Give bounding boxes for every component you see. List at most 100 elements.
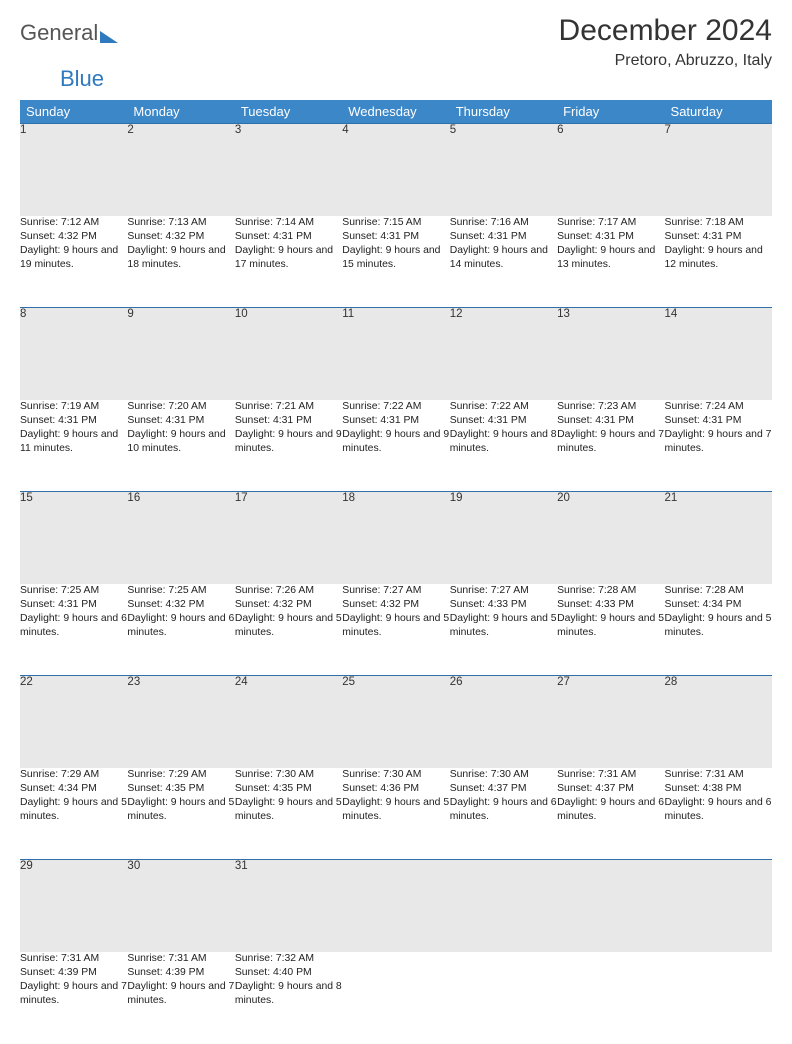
sunset-line: Sunset: 4:31 PM <box>450 414 557 428</box>
day-number-cell <box>557 860 664 952</box>
day-number-cell: 22 <box>20 676 127 768</box>
day-content-cell: Sunrise: 7:27 AMSunset: 4:33 PMDaylight:… <box>450 584 557 676</box>
day-number-cell: 14 <box>665 308 772 400</box>
sunset-line: Sunset: 4:32 PM <box>235 598 342 612</box>
sunset-line: Sunset: 4:31 PM <box>557 230 664 244</box>
day-content-cell: Sunrise: 7:16 AMSunset: 4:31 PMDaylight:… <box>450 216 557 308</box>
day-content-row: Sunrise: 7:31 AMSunset: 4:39 PMDaylight:… <box>20 952 772 1044</box>
month-title: December 2024 <box>559 14 772 48</box>
sunset-line: Sunset: 4:32 PM <box>20 230 127 244</box>
sunrise-line: Sunrise: 7:25 AM <box>20 584 127 598</box>
sunrise-line: Sunrise: 7:22 AM <box>342 400 449 414</box>
sunrise-line: Sunrise: 7:27 AM <box>450 584 557 598</box>
day-content-cell <box>557 952 664 1044</box>
day-number-cell: 21 <box>665 492 772 584</box>
day-content-cell: Sunrise: 7:31 AMSunset: 4:39 PMDaylight:… <box>20 952 127 1044</box>
sunset-line: Sunset: 4:34 PM <box>20 782 127 796</box>
day-content-cell: Sunrise: 7:20 AMSunset: 4:31 PMDaylight:… <box>127 400 234 492</box>
sunrise-line: Sunrise: 7:27 AM <box>342 584 449 598</box>
day-number-cell: 12 <box>450 308 557 400</box>
day-content-cell: Sunrise: 7:23 AMSunset: 4:31 PMDaylight:… <box>557 400 664 492</box>
sunset-line: Sunset: 4:40 PM <box>235 966 342 980</box>
day-number-cell: 20 <box>557 492 664 584</box>
day-content-row: Sunrise: 7:19 AMSunset: 4:31 PMDaylight:… <box>20 400 772 492</box>
sunset-line: Sunset: 4:31 PM <box>127 414 234 428</box>
day-number-row: 22232425262728 <box>20 676 772 768</box>
sunrise-line: Sunrise: 7:28 AM <box>557 584 664 598</box>
day-number-cell: 4 <box>342 124 449 216</box>
sunrise-line: Sunrise: 7:19 AM <box>20 400 127 414</box>
sunset-line: Sunset: 4:37 PM <box>450 782 557 796</box>
day-number-cell: 19 <box>450 492 557 584</box>
daylight-line: Daylight: 9 hours and 7 minutes. <box>127 980 234 1008</box>
daylight-line: Daylight: 9 hours and 9 minutes. <box>235 428 342 456</box>
day-number-cell: 16 <box>127 492 234 584</box>
day-content-cell: Sunrise: 7:28 AMSunset: 4:33 PMDaylight:… <box>557 584 664 676</box>
sunrise-line: Sunrise: 7:31 AM <box>557 768 664 782</box>
daylight-line: Daylight: 9 hours and 13 minutes. <box>557 244 664 272</box>
sunrise-line: Sunrise: 7:30 AM <box>235 768 342 782</box>
weekday-monday: Monday <box>127 100 234 124</box>
day-content-cell <box>342 952 449 1044</box>
sunrise-line: Sunrise: 7:32 AM <box>235 952 342 966</box>
daylight-line: Daylight: 9 hours and 6 minutes. <box>665 796 772 824</box>
sunset-line: Sunset: 4:38 PM <box>665 782 772 796</box>
sunset-line: Sunset: 4:36 PM <box>342 782 449 796</box>
daylight-line: Daylight: 9 hours and 5 minutes. <box>235 796 342 824</box>
daylight-line: Daylight: 9 hours and 8 minutes. <box>450 428 557 456</box>
weekday-header-row: Sunday Monday Tuesday Wednesday Thursday… <box>20 100 772 124</box>
sunset-line: Sunset: 4:39 PM <box>127 966 234 980</box>
day-content-cell: Sunrise: 7:30 AMSunset: 4:35 PMDaylight:… <box>235 768 342 860</box>
day-content-cell: Sunrise: 7:15 AMSunset: 4:31 PMDaylight:… <box>342 216 449 308</box>
title-block: December 2024 Pretoro, Abruzzo, Italy <box>559 14 772 70</box>
sunrise-line: Sunrise: 7:29 AM <box>127 768 234 782</box>
day-number-cell: 15 <box>20 492 127 584</box>
day-number-cell: 31 <box>235 860 342 952</box>
daylight-line: Daylight: 9 hours and 7 minutes. <box>665 428 772 456</box>
day-content-cell <box>450 952 557 1044</box>
sunset-line: Sunset: 4:32 PM <box>342 598 449 612</box>
sunrise-line: Sunrise: 7:23 AM <box>557 400 664 414</box>
sunset-line: Sunset: 4:35 PM <box>127 782 234 796</box>
weekday-friday: Friday <box>557 100 664 124</box>
calendar-body: 1234567Sunrise: 7:12 AMSunset: 4:32 PMDa… <box>20 124 772 1044</box>
day-content-cell: Sunrise: 7:30 AMSunset: 4:37 PMDaylight:… <box>450 768 557 860</box>
day-number-cell: 5 <box>450 124 557 216</box>
daylight-line: Daylight: 9 hours and 6 minutes. <box>557 796 664 824</box>
weekday-thursday: Thursday <box>450 100 557 124</box>
day-content-cell: Sunrise: 7:28 AMSunset: 4:34 PMDaylight:… <box>665 584 772 676</box>
day-number-cell: 30 <box>127 860 234 952</box>
day-content-cell: Sunrise: 7:12 AMSunset: 4:32 PMDaylight:… <box>20 216 127 308</box>
sunrise-line: Sunrise: 7:21 AM <box>235 400 342 414</box>
day-number-row: 1234567 <box>20 124 772 216</box>
sunrise-line: Sunrise: 7:20 AM <box>127 400 234 414</box>
day-content-cell: Sunrise: 7:21 AMSunset: 4:31 PMDaylight:… <box>235 400 342 492</box>
sunrise-line: Sunrise: 7:16 AM <box>450 216 557 230</box>
daylight-line: Daylight: 9 hours and 6 minutes. <box>127 612 234 640</box>
day-content-cell: Sunrise: 7:14 AMSunset: 4:31 PMDaylight:… <box>235 216 342 308</box>
sunrise-line: Sunrise: 7:31 AM <box>127 952 234 966</box>
day-content-cell: Sunrise: 7:22 AMSunset: 4:31 PMDaylight:… <box>342 400 449 492</box>
weekday-tuesday: Tuesday <box>235 100 342 124</box>
sunset-line: Sunset: 4:31 PM <box>20 598 127 612</box>
daylight-line: Daylight: 9 hours and 12 minutes. <box>665 244 772 272</box>
sunset-line: Sunset: 4:31 PM <box>20 414 127 428</box>
daylight-line: Daylight: 9 hours and 5 minutes. <box>450 612 557 640</box>
daylight-line: Daylight: 9 hours and 5 minutes. <box>342 612 449 640</box>
day-number-cell: 1 <box>20 124 127 216</box>
day-content-cell: Sunrise: 7:18 AMSunset: 4:31 PMDaylight:… <box>665 216 772 308</box>
daylight-line: Daylight: 9 hours and 8 minutes. <box>235 980 342 1008</box>
day-content-cell: Sunrise: 7:13 AMSunset: 4:32 PMDaylight:… <box>127 216 234 308</box>
day-number-cell: 13 <box>557 308 664 400</box>
daylight-line: Daylight: 9 hours and 5 minutes. <box>342 796 449 824</box>
day-content-cell: Sunrise: 7:30 AMSunset: 4:36 PMDaylight:… <box>342 768 449 860</box>
sunset-line: Sunset: 4:34 PM <box>665 598 772 612</box>
day-content-cell: Sunrise: 7:25 AMSunset: 4:31 PMDaylight:… <box>20 584 127 676</box>
daylight-line: Daylight: 9 hours and 7 minutes. <box>557 428 664 456</box>
day-content-row: Sunrise: 7:25 AMSunset: 4:31 PMDaylight:… <box>20 584 772 676</box>
sunrise-line: Sunrise: 7:29 AM <box>20 768 127 782</box>
daylight-line: Daylight: 9 hours and 9 minutes. <box>342 428 449 456</box>
daylight-line: Daylight: 9 hours and 11 minutes. <box>20 428 127 456</box>
day-content-cell: Sunrise: 7:26 AMSunset: 4:32 PMDaylight:… <box>235 584 342 676</box>
daylight-line: Daylight: 9 hours and 17 minutes. <box>235 244 342 272</box>
